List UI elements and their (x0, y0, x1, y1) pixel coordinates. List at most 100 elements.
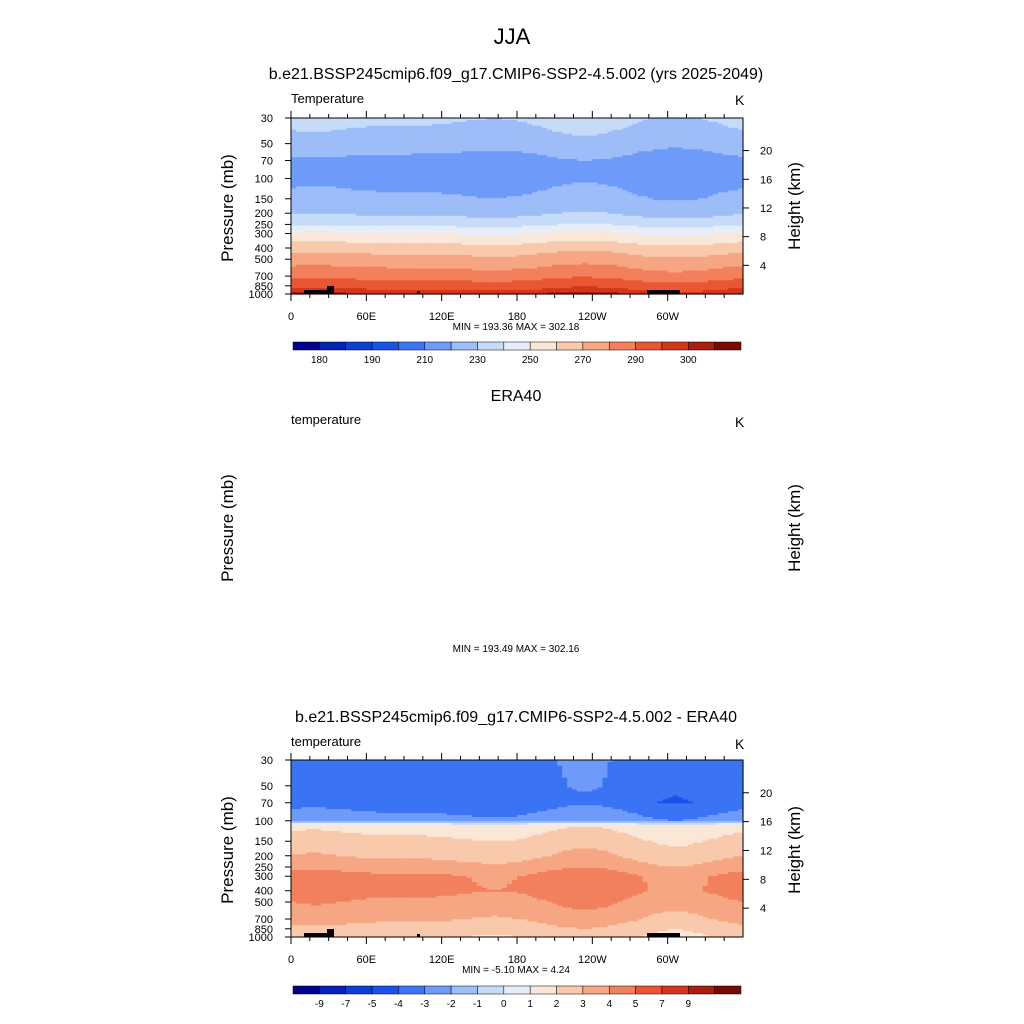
contour-cell (361, 243, 367, 246)
contour-cell (331, 121, 337, 125)
contour-cell (346, 118, 352, 121)
contour-cell (316, 249, 322, 252)
contour-cell (356, 151, 362, 154)
contour-cell (316, 207, 322, 211)
contour-cell (371, 127, 377, 131)
contour-cell (336, 241, 342, 244)
contour-cell (301, 161, 307, 164)
contour-cell (351, 223, 357, 227)
contour-field (291, 118, 744, 295)
contour-cell (331, 258, 337, 262)
contour-cell (316, 151, 322, 154)
contour-cell (371, 137, 377, 141)
contour-cell (351, 162, 357, 166)
contour-cell (336, 249, 342, 252)
contour-cell (346, 192, 352, 195)
contour-cell (361, 131, 367, 135)
contour-cell (351, 155, 357, 158)
contour-cell (351, 217, 357, 221)
contour-cell (316, 211, 322, 215)
contour-cell (366, 151, 372, 154)
contour-cell (366, 278, 372, 281)
contour-cell (346, 239, 352, 242)
contour-cell (361, 182, 367, 186)
contour-cell (351, 254, 357, 258)
contour-cell (321, 256, 327, 260)
contour-cell (316, 157, 322, 160)
contour-cell (346, 254, 352, 258)
contour-cell (331, 274, 337, 277)
contour-cell (301, 198, 307, 201)
contour-cell (326, 178, 332, 182)
contour-cell (336, 153, 342, 156)
contour-cell (336, 231, 342, 234)
contour-cell (356, 143, 362, 146)
contour-cell (366, 202, 372, 205)
contour-cell (326, 131, 332, 135)
contour-cell (361, 162, 367, 166)
contour-cell (326, 270, 332, 274)
contour-cell (316, 184, 322, 188)
contour-cell (356, 180, 362, 184)
contour-cell (301, 221, 307, 225)
contour-cell (301, 170, 307, 174)
contour-cell (326, 168, 332, 172)
contour-cell (361, 219, 367, 223)
contour-cell (356, 256, 362, 260)
contour-cell (351, 143, 357, 146)
contour-cell (311, 172, 317, 176)
contour-cell (336, 284, 342, 287)
contour-cell (331, 211, 337, 215)
contour-cell (306, 243, 312, 246)
contour-cell (321, 164, 327, 168)
contour-cell (366, 260, 372, 264)
contour-cell (351, 292, 357, 295)
contour-cell (321, 278, 327, 281)
contour-cell (351, 221, 357, 225)
contour-cell (306, 119, 312, 123)
contour-cell (356, 223, 362, 227)
contour-cell (366, 153, 372, 156)
contour-cell (306, 190, 312, 193)
contour-cell (361, 233, 367, 236)
contour-cell (306, 129, 312, 133)
contour-cell (301, 174, 307, 178)
contour-cell (321, 186, 327, 189)
contour-cell (321, 184, 327, 188)
contour-cell (296, 264, 302, 268)
contour-cell (341, 188, 347, 191)
contour-cell (316, 241, 322, 244)
contour-cell (316, 217, 322, 221)
contour-cell (311, 241, 317, 244)
contour-cell (346, 290, 352, 293)
contour-cell (291, 166, 297, 170)
contour-cell (301, 166, 307, 170)
contour-cell (331, 190, 337, 193)
contour-cell (296, 190, 302, 193)
contour-cell (366, 170, 372, 174)
contour-cell (296, 243, 302, 246)
contour-cell (346, 213, 352, 217)
contour-cell (356, 274, 362, 277)
contour-cell (361, 180, 367, 184)
contour-cell (346, 164, 352, 168)
contour-cell (331, 247, 337, 250)
contour-cell (351, 266, 357, 270)
contour-cell (311, 119, 317, 123)
contour-cell (356, 243, 362, 246)
contour-cell (346, 137, 352, 141)
contour-cell (366, 249, 372, 252)
contour-cell (321, 250, 327, 254)
contour-cell (316, 145, 322, 148)
contour-cell (311, 227, 317, 231)
contour-cell (361, 170, 367, 174)
contour-cell (331, 123, 337, 127)
contour-cell (336, 247, 342, 250)
contour-cell (316, 233, 322, 236)
contour-cell (306, 260, 312, 264)
contour-cell (341, 143, 347, 146)
contour-cell (306, 264, 312, 268)
contour-cell (316, 141, 322, 145)
contour-cell (336, 270, 342, 274)
contour-cell (301, 164, 307, 168)
